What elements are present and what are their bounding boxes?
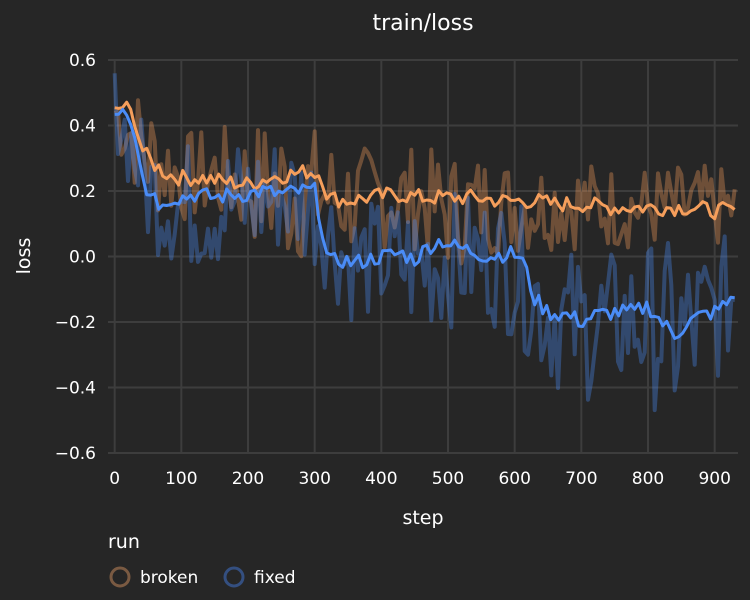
- legend-label-fixed: fixed: [254, 568, 296, 588]
- chart-title: train/loss: [372, 11, 473, 36]
- x-tick-label: 700: [565, 469, 597, 489]
- y-tick-label: 0.2: [69, 182, 96, 202]
- y-axis-title: loss: [13, 238, 35, 275]
- legend-item-fixed[interactable]: fixed: [223, 566, 296, 588]
- legend-swatch-fixed: [223, 566, 245, 588]
- x-tick-label: 300: [298, 469, 330, 489]
- y-tick-label: 0.4: [69, 117, 96, 137]
- y-tick-label: −0.6: [55, 444, 96, 464]
- line-fixed: [114, 107, 735, 340]
- y-tick-label: −0.2: [55, 313, 96, 333]
- raw-trace-fixed: [112, 73, 735, 413]
- grid: [108, 59, 738, 454]
- x-tick-label: 500: [432, 469, 464, 489]
- raw-series-bands: [112, 73, 737, 413]
- legend-swatch-broken: [109, 566, 131, 588]
- x-tick-label: 400: [365, 469, 397, 489]
- smoothed-series-lines: [114, 100, 736, 340]
- legend: run broken fixed: [108, 531, 296, 588]
- legend-label-broken: broken: [140, 568, 198, 588]
- legend-item-broken[interactable]: broken: [109, 566, 198, 588]
- y-axis-ticks: 0.6 0.4 0.2 0.0 −0.2 −0.4 −0.6: [55, 51, 96, 464]
- x-tick-label: 100: [165, 469, 197, 489]
- x-tick-label: 200: [232, 469, 264, 489]
- x-tick-label: 900: [698, 469, 730, 489]
- x-tick-label: 600: [498, 469, 530, 489]
- y-tick-label: 0.6: [69, 51, 96, 71]
- y-tick-label: 0.0: [69, 248, 96, 268]
- raw-trace-broken: [113, 98, 737, 266]
- x-axis-title: step: [402, 507, 443, 529]
- y-tick-label: −0.4: [55, 379, 96, 399]
- line-broken: [114, 100, 736, 221]
- x-tick-label: 0: [109, 469, 120, 489]
- x-axis-ticks: 0 100 200 300 400 500 600 700 800 900: [109, 469, 731, 489]
- legend-title: run: [108, 531, 140, 553]
- x-tick-label: 800: [632, 469, 664, 489]
